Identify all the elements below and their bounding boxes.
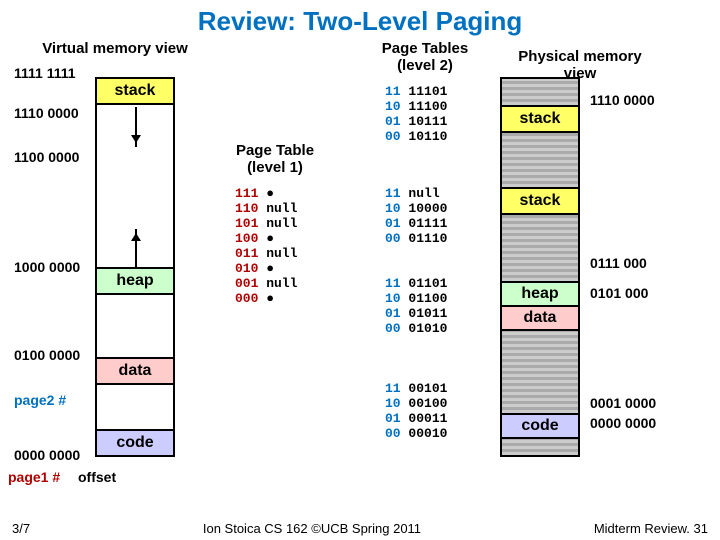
level2-table-2: 11 0110110 0110001 0101100 01010 [385, 277, 447, 337]
table-row: 01 01111 [385, 217, 447, 232]
vaddr-2: 1100 0000 [14, 149, 79, 165]
level2-table-1: 11 null10 1000001 0111100 01110 [385, 187, 447, 247]
table-row: 00 00010 [385, 427, 447, 442]
table-row: 100 ● [235, 232, 297, 247]
table-row: 111 ● [235, 187, 297, 202]
seg-label: data [119, 362, 152, 380]
phys-stripe-top [500, 77, 580, 107]
phys-stripe-1 [500, 131, 580, 189]
physical-stack2: stack [500, 187, 580, 215]
level1-label: Page Table (level 1) [220, 142, 330, 176]
seg-label: code [116, 434, 153, 452]
table-row: 11 11101 [385, 85, 447, 100]
physical-column: stack stack heap data code [500, 77, 580, 457]
paddr-2: 0101 000 [590, 285, 648, 301]
arrow-stack-down [135, 107, 137, 147]
phys-stripe-4 [500, 437, 580, 457]
vaddr-1: 1110 0000 [14, 105, 79, 121]
seg-label: heap [521, 285, 558, 303]
phys-stripe-2 [500, 213, 580, 283]
arrow-heap-up [135, 229, 137, 269]
seg-label: stack [115, 82, 156, 100]
vaddr-5: 0000 0000 [14, 447, 80, 463]
table-row: 00 01010 [385, 322, 447, 337]
paddr-4: 0000 0000 [590, 415, 656, 431]
table-row: 000 ● [235, 292, 297, 307]
physical-heap: heap [500, 281, 580, 307]
table-row: 010 ● [235, 262, 297, 277]
footer-left: 3/7 [12, 521, 30, 536]
seg-label: code [521, 417, 558, 435]
table-row: 10 11100 [385, 100, 447, 115]
table-row: 11 00101 [385, 382, 447, 397]
paddr-1: 0111 000 [590, 255, 647, 271]
paddr-0: 1110 0000 [590, 92, 655, 108]
label-page1: page1 # [8, 469, 60, 485]
table-row: 101 null [235, 217, 297, 232]
table-row: 11 01101 [385, 277, 447, 292]
physical-data: data [500, 305, 580, 331]
header-level2: Page Tables (level 2) [370, 41, 480, 74]
vaddr-3: 1000 0000 [14, 259, 80, 275]
phys-stripe-3 [500, 329, 580, 415]
table-row: 01 00011 [385, 412, 447, 427]
page-footer: 3/7 Ion Stoica CS 162 ©UCB Spring 2011 M… [0, 521, 720, 536]
label-offset: offset [78, 469, 116, 485]
level2-table-3: 11 0010110 0010001 0001100 00010 [385, 382, 447, 442]
table-row: 10 00100 [385, 397, 447, 412]
page-title: Review: Two-Level Paging [0, 0, 720, 37]
virtual-code: code [95, 429, 175, 457]
seg-label: stack [520, 110, 561, 128]
table-row: 11 null [385, 187, 447, 202]
table-row: 01 10111 [385, 115, 447, 130]
table-row: 10 10000 [385, 202, 447, 217]
table-row: 00 01110 [385, 232, 447, 247]
table-row: 01 01011 [385, 307, 447, 322]
physical-stack1: stack [500, 105, 580, 133]
footer-center: Ion Stoica CS 162 ©UCB Spring 2011 [203, 521, 421, 536]
header-virtual: Virtual memory view [35, 41, 195, 58]
vaddr-0: 1111 1111 [14, 65, 76, 81]
table-row: 110 null [235, 202, 297, 217]
table-row: 00 10110 [385, 130, 447, 145]
level1-table: 111 ●110 null101 null100 ●011 null010 ●0… [235, 187, 297, 307]
virtual-stack: stack [95, 77, 175, 105]
diagram-area: Virtual memory view Page Tables (level 2… [0, 37, 720, 497]
virtual-data: data [95, 357, 175, 385]
table-row: 10 01100 [385, 292, 447, 307]
seg-label: heap [116, 272, 153, 290]
vaddr-4: 0100 0000 [14, 347, 80, 363]
label-page2: page2 # [14, 392, 66, 408]
table-row: 001 null [235, 277, 297, 292]
seg-label: stack [520, 192, 561, 210]
virtual-heap: heap [95, 267, 175, 295]
virtual-column: stack heap data code [95, 77, 175, 457]
level2-table-0: 11 1110110 1110001 1011100 10110 [385, 85, 447, 145]
physical-code: code [500, 413, 580, 439]
paddr-3: 0001 0000 [590, 395, 656, 411]
seg-label: data [524, 309, 557, 327]
table-row: 011 null [235, 247, 297, 262]
footer-right: Midterm Review. 31 [594, 521, 708, 536]
